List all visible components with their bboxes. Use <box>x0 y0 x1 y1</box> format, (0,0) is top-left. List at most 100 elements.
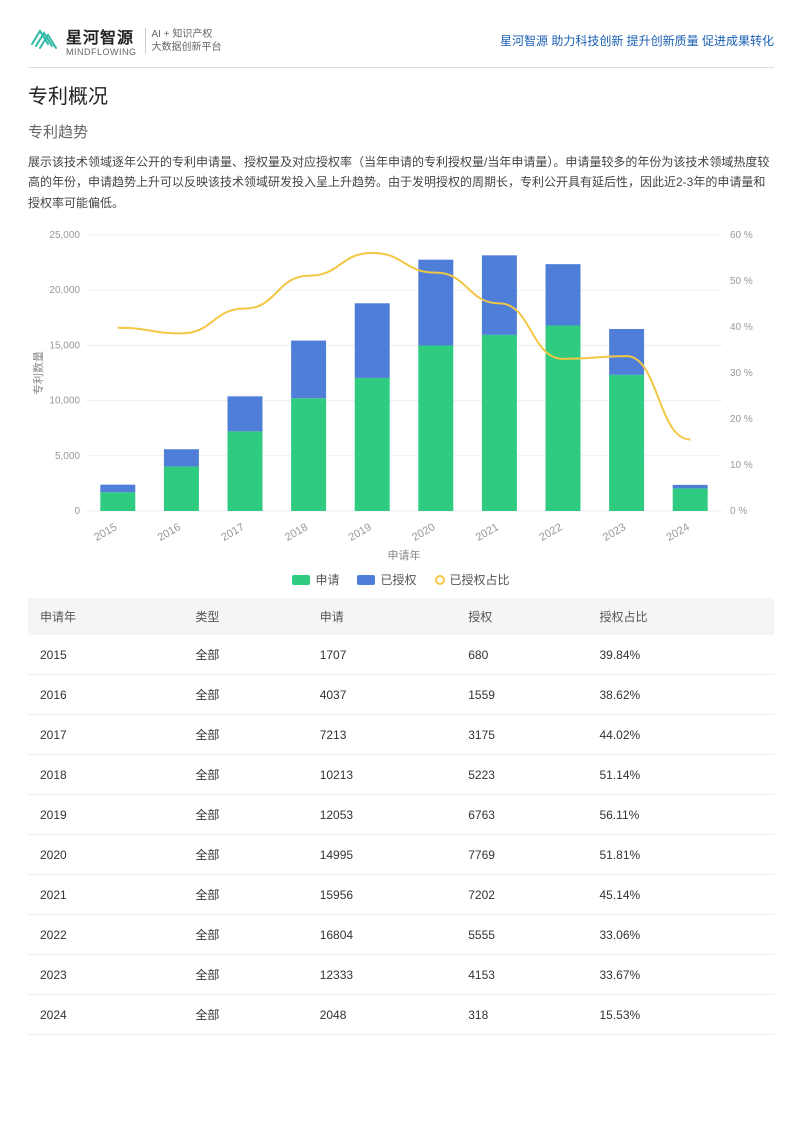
table-row: 2022全部16804555533.06% <box>28 915 774 955</box>
table-cell: 全部 <box>183 635 307 675</box>
table-row: 2021全部15956720245.14% <box>28 875 774 915</box>
svg-text:50 %: 50 % <box>730 276 753 287</box>
svg-text:专利数量: 专利数量 <box>31 351 45 395</box>
table-cell: 680 <box>456 635 587 675</box>
table-cell: 全部 <box>183 675 307 715</box>
legend-ratio: 已授权占比 <box>435 571 510 588</box>
table-cell: 10213 <box>308 755 457 795</box>
chart-legend: 申请 已授权 已授权占比 <box>28 571 774 588</box>
table-cell: 318 <box>456 995 587 1035</box>
table-row: 2019全部12053676356.11% <box>28 795 774 835</box>
table-cell: 45.14% <box>588 875 775 915</box>
svg-text:2023: 2023 <box>601 521 628 544</box>
brand-name-cn: 星河智源 <box>66 24 137 48</box>
table-cell: 51.81% <box>588 835 775 875</box>
header-tagline: 星河智源 助力科技创新 提升创新质量 促进成果转化 <box>500 32 774 49</box>
table-cell: 2021 <box>28 875 183 915</box>
section-subtitle: 专利趋势 <box>28 121 774 142</box>
table-cell: 5223 <box>456 755 587 795</box>
patent-trend-chart: 05,00010,00015,00020,00025,0000 %10 %20 … <box>28 225 774 565</box>
table-cell: 39.84% <box>588 635 775 675</box>
svg-text:2017: 2017 <box>219 521 246 544</box>
table-row: 2020全部14995776951.81% <box>28 835 774 875</box>
svg-text:申请年: 申请年 <box>388 548 421 562</box>
table-cell: 12053 <box>308 795 457 835</box>
table-cell: 1559 <box>456 675 587 715</box>
table-cell: 全部 <box>183 715 307 755</box>
table-header-row: 申请年 类型 申请 授权 授权占比 <box>28 598 774 635</box>
th-apply: 申请 <box>308 598 457 635</box>
table-cell: 全部 <box>183 915 307 955</box>
th-ratio: 授权占比 <box>588 598 775 635</box>
svg-text:5,000: 5,000 <box>55 451 80 462</box>
legend-grant: 已授权 <box>357 571 416 588</box>
svg-text:30 %: 30 % <box>730 368 753 379</box>
table-cell: 33.06% <box>588 915 775 955</box>
svg-text:10 %: 10 % <box>730 460 753 471</box>
table-row: 2017全部7213317544.02% <box>28 715 774 755</box>
table-cell: 2019 <box>28 795 183 835</box>
table-cell: 33.67% <box>588 955 775 995</box>
table-cell: 44.02% <box>588 715 775 755</box>
svg-text:20,000: 20,000 <box>49 285 80 296</box>
table-cell: 15.53% <box>588 995 775 1035</box>
table-cell: 38.62% <box>588 675 775 715</box>
table-cell: 2017 <box>28 715 183 755</box>
legend-swatch-ratio <box>435 575 445 585</box>
svg-text:0: 0 <box>74 506 80 517</box>
table-row: 2016全部4037155938.62% <box>28 675 774 715</box>
svg-text:2016: 2016 <box>156 521 183 544</box>
table-cell: 7213 <box>308 715 457 755</box>
svg-text:2021: 2021 <box>474 521 501 544</box>
chart-svg: 05,00010,00015,00020,00025,0000 %10 %20 … <box>28 225 774 565</box>
table-row: 2023全部12333415333.67% <box>28 955 774 995</box>
svg-text:20 %: 20 % <box>730 414 753 425</box>
brand-logo-icon <box>28 24 58 57</box>
table-cell: 全部 <box>183 795 307 835</box>
table-cell: 6763 <box>456 795 587 835</box>
svg-text:10,000: 10,000 <box>49 396 80 407</box>
svg-text:40 %: 40 % <box>730 322 753 333</box>
table-cell: 51.14% <box>588 755 775 795</box>
brand-logo: 星河智源 MINDFLOWING AI + 知识产权 大数据创新平台 <box>28 24 222 57</box>
svg-text:60 %: 60 % <box>730 230 753 241</box>
section-title: 专利概况 <box>28 80 774 109</box>
section-intro: 展示该技术领域逐年公开的专利申请量、授权量及对应授权率（当年申请的专利授权量/当… <box>28 152 774 213</box>
svg-text:15,000: 15,000 <box>49 341 80 352</box>
table-cell: 15956 <box>308 875 457 915</box>
svg-text:2015: 2015 <box>92 521 119 544</box>
table-cell: 7202 <box>456 875 587 915</box>
table-cell: 56.11% <box>588 795 775 835</box>
table-cell: 2022 <box>28 915 183 955</box>
table-cell: 3175 <box>456 715 587 755</box>
table-cell: 2023 <box>28 955 183 995</box>
svg-text:2019: 2019 <box>346 521 373 544</box>
brand-name-en: MINDFLOWING <box>66 47 137 57</box>
table-cell: 全部 <box>183 995 307 1035</box>
table-cell: 全部 <box>183 755 307 795</box>
table-cell: 2015 <box>28 635 183 675</box>
table-row: 2015全部170768039.84% <box>28 635 774 675</box>
svg-text:2020: 2020 <box>410 521 437 544</box>
table-cell: 7769 <box>456 835 587 875</box>
patent-table: 申请年 类型 申请 授权 授权占比 2015全部170768039.84%201… <box>28 598 774 1035</box>
table-cell: 14995 <box>308 835 457 875</box>
svg-text:2022: 2022 <box>537 521 564 544</box>
legend-apply: 申请 <box>292 571 339 588</box>
svg-text:2024: 2024 <box>664 521 691 544</box>
table-cell: 1707 <box>308 635 457 675</box>
th-year: 申请年 <box>28 598 183 635</box>
table-cell: 2048 <box>308 995 457 1035</box>
table-cell: 全部 <box>183 955 307 995</box>
table-row: 2024全部204831815.53% <box>28 995 774 1035</box>
th-type: 类型 <box>183 598 307 635</box>
brand-subtitle: AI + 知识产权 大数据创新平台 <box>145 28 222 54</box>
svg-text:0 %: 0 % <box>730 506 747 517</box>
table-cell: 2018 <box>28 755 183 795</box>
table-row: 2018全部10213522351.14% <box>28 755 774 795</box>
table-cell: 12333 <box>308 955 457 995</box>
table-cell: 4153 <box>456 955 587 995</box>
legend-swatch-grant <box>357 575 375 585</box>
legend-swatch-apply <box>292 575 310 585</box>
table-cell: 2020 <box>28 835 183 875</box>
